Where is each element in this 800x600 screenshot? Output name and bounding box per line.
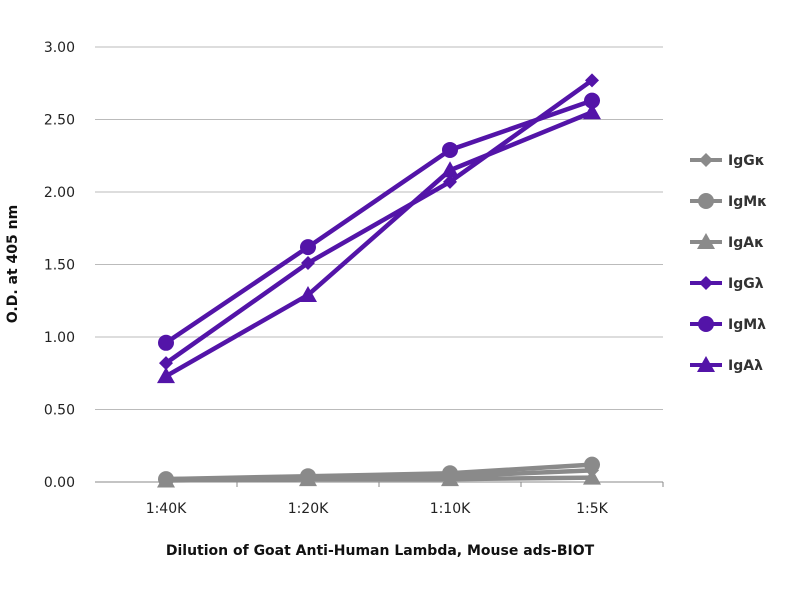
data-point <box>585 73 599 88</box>
x-tick-label: 1:5K <box>576 501 609 517</box>
data-point <box>158 334 174 351</box>
data-point <box>159 356 173 371</box>
data-point <box>584 92 600 109</box>
data-point <box>442 141 458 158</box>
legend-marker-diamond <box>699 276 713 290</box>
data-point <box>300 468 316 485</box>
legend-label: IgGκ <box>728 153 765 169</box>
x-tick-label: 1:40K <box>146 501 187 517</box>
y-axis-label: O.D. at 405 nm <box>5 205 21 323</box>
legend-marker-diamond <box>699 153 713 167</box>
data-point <box>584 456 600 473</box>
data-point <box>301 256 315 271</box>
legend-label: IgMκ <box>728 194 767 210</box>
x-tick-label: 1:10K <box>430 501 471 517</box>
x-tick-label: 1:20K <box>288 501 329 517</box>
data-point <box>583 468 601 485</box>
series-line-5 <box>164 110 593 379</box>
y-tick-label: 1.50 <box>44 258 75 274</box>
y-tick-label: 0.50 <box>44 403 75 419</box>
data-point <box>300 239 316 256</box>
data-point <box>299 285 317 302</box>
legend-label: IgGλ <box>728 276 764 292</box>
data-point <box>442 465 458 482</box>
x-axis-label: Dilution of Goat Anti-Human Lambda, Mous… <box>166 543 595 559</box>
series-line-1 <box>165 462 593 482</box>
legend-marker-circle <box>698 193 714 209</box>
data-point <box>443 174 457 189</box>
y-tick-label: 0.00 <box>44 475 75 491</box>
legend-label: IgAλ <box>728 358 763 374</box>
legend-marker-circle <box>698 316 714 332</box>
y-tick-label: 2.50 <box>44 113 75 129</box>
legend-label: IgAκ <box>728 235 764 251</box>
y-tick-label: 3.00 <box>44 40 75 56</box>
legend-marker-triangle <box>697 356 715 372</box>
legend-label: IgMλ <box>728 317 766 333</box>
data-point <box>158 471 174 488</box>
y-tick-label: 2.00 <box>44 185 75 201</box>
series-line-4 <box>164 98 593 345</box>
data-point <box>583 103 601 120</box>
data-point <box>157 367 175 384</box>
legend-marker-triangle <box>697 233 715 249</box>
data-point <box>441 161 459 178</box>
series-line-3 <box>164 78 594 365</box>
y-tick-label: 1.00 <box>44 330 75 346</box>
